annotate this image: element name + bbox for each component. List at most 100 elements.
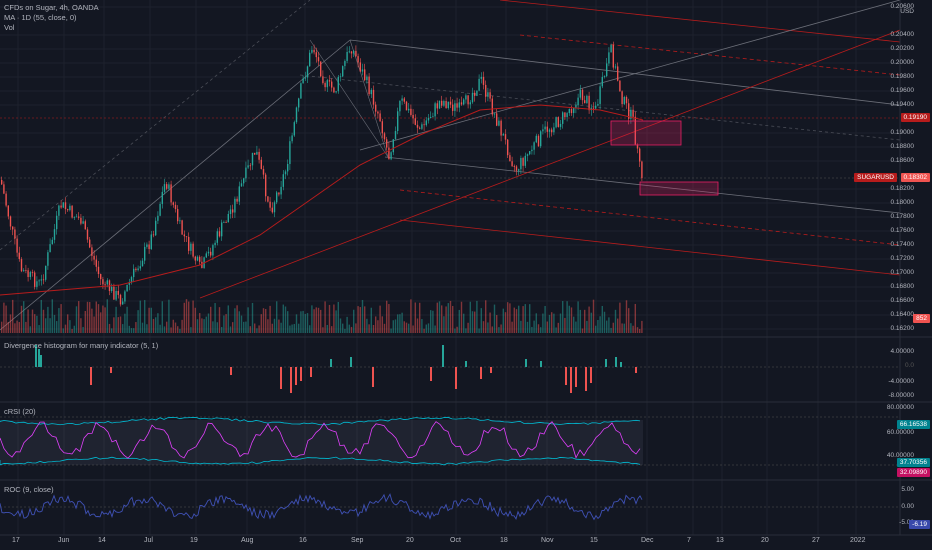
volume-bar bbox=[124, 313, 126, 333]
vol-legend[interactable]: Vol bbox=[4, 23, 15, 32]
candle-body bbox=[575, 105, 577, 108]
volume-bar bbox=[168, 299, 170, 333]
candle-body bbox=[31, 272, 34, 273]
volume-bar bbox=[282, 304, 284, 333]
time-tick-label: Aug bbox=[241, 537, 254, 544]
volume-tag: 852 bbox=[913, 314, 930, 323]
volume-bar bbox=[636, 327, 639, 333]
divergence-bar bbox=[38, 349, 40, 367]
volume-bar bbox=[540, 327, 542, 333]
volume-bar bbox=[243, 321, 245, 333]
price-tick-label: 0.17200 bbox=[890, 255, 915, 262]
divergence-histogram bbox=[0, 345, 900, 393]
volume-bar bbox=[610, 327, 612, 333]
candle-body bbox=[45, 265, 47, 280]
divergence-bar bbox=[295, 367, 297, 385]
candle-body bbox=[359, 62, 361, 72]
candlesticks bbox=[1, 41, 643, 307]
crsi-title[interactable]: cRSI (20) bbox=[4, 407, 36, 416]
volume-bar bbox=[366, 318, 368, 333]
volume-bar bbox=[617, 318, 619, 333]
volume-bar bbox=[313, 309, 315, 333]
divergence-bar bbox=[372, 367, 374, 387]
volume-bar bbox=[370, 307, 372, 333]
volume-bar bbox=[78, 301, 80, 333]
candle-body bbox=[584, 100, 586, 104]
candle-body bbox=[496, 113, 498, 126]
candle-body bbox=[302, 78, 304, 84]
volume-bar bbox=[29, 326, 31, 333]
time-tick-label: 27 bbox=[812, 537, 820, 544]
volume-bar bbox=[522, 306, 524, 333]
candle-body bbox=[540, 131, 542, 147]
volume-bar bbox=[430, 310, 432, 333]
volume-bar bbox=[326, 324, 328, 333]
candle-body bbox=[71, 205, 73, 218]
candle-body bbox=[190, 243, 192, 251]
volume-bar bbox=[133, 328, 135, 333]
volume-bar bbox=[71, 328, 73, 333]
volume-bar bbox=[377, 320, 379, 333]
candle-body bbox=[353, 50, 355, 54]
volume-bar bbox=[80, 318, 82, 333]
candle-body bbox=[502, 134, 504, 136]
candle-body bbox=[465, 95, 467, 100]
candle-body bbox=[229, 209, 232, 215]
candle-body bbox=[282, 174, 284, 187]
symbol-tag: SUGARUSD bbox=[854, 173, 897, 182]
candle-body bbox=[49, 244, 51, 253]
volume-bar bbox=[342, 323, 344, 333]
volume-bar bbox=[562, 301, 564, 333]
time-tick-label: Jun bbox=[58, 537, 70, 544]
candle-body bbox=[423, 124, 425, 126]
volume-bar bbox=[625, 300, 628, 333]
divergence-bar bbox=[300, 367, 302, 381]
volume-bar bbox=[441, 305, 443, 333]
volume-bar bbox=[317, 307, 320, 333]
candle-body bbox=[64, 202, 67, 210]
candle-body bbox=[199, 256, 201, 262]
volume-bar bbox=[192, 300, 194, 333]
candle-body bbox=[152, 234, 155, 236]
time-tick-label: Sep bbox=[351, 537, 364, 544]
roc-title[interactable]: ROC (9, close) bbox=[4, 485, 54, 494]
candle-body bbox=[295, 107, 298, 123]
candle-body bbox=[507, 139, 509, 156]
volume-bar bbox=[139, 300, 141, 333]
candle-body bbox=[533, 142, 535, 150]
volume-bar bbox=[64, 324, 67, 333]
candle-body bbox=[559, 123, 562, 127]
volume-bar bbox=[223, 315, 225, 333]
candle-body bbox=[38, 280, 40, 282]
volume-bar bbox=[577, 301, 579, 333]
candle-body bbox=[148, 244, 150, 250]
volume-bar bbox=[546, 321, 548, 333]
candle-body bbox=[62, 202, 64, 208]
candle-body bbox=[606, 63, 608, 77]
volume-bar bbox=[601, 305, 603, 333]
candle-body bbox=[328, 80, 331, 82]
candle-body bbox=[337, 76, 339, 92]
candle-body bbox=[463, 99, 465, 105]
volume-bar bbox=[108, 323, 111, 333]
candle-body bbox=[60, 205, 62, 208]
volume-bar bbox=[344, 328, 346, 333]
candle-body bbox=[251, 152, 254, 166]
divergence-bar bbox=[430, 367, 432, 381]
volume-bar bbox=[584, 309, 586, 333]
volume-bar bbox=[597, 319, 599, 333]
volume-bar bbox=[34, 314, 36, 333]
candle-body bbox=[89, 239, 91, 248]
candle-body bbox=[280, 186, 282, 195]
volume-bar bbox=[234, 308, 236, 333]
divergence-title[interactable]: Divergence histogram for many indicator … bbox=[4, 341, 159, 350]
candle-body bbox=[546, 126, 548, 132]
candle-body bbox=[256, 151, 258, 155]
candle-body bbox=[291, 135, 293, 142]
volume-bar bbox=[500, 324, 502, 333]
volume-bar bbox=[45, 318, 47, 333]
candle-body bbox=[443, 101, 445, 106]
ma-legend[interactable]: MA · 1D (55, close, 0) bbox=[4, 13, 77, 22]
